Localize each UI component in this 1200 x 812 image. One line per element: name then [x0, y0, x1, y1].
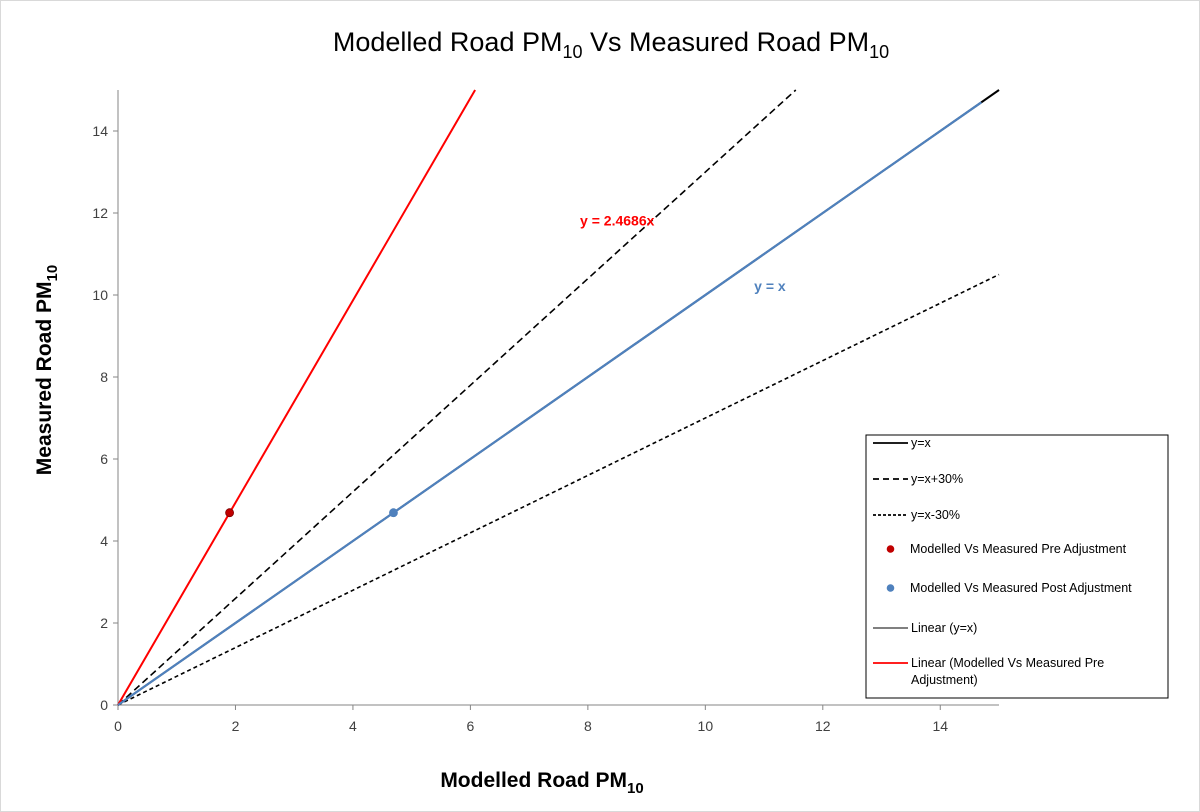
plot-area	[117, 89, 1000, 706]
chart-title-sub: 10	[562, 42, 582, 62]
y-tick-label: 4	[100, 533, 108, 549]
chart-title: Modelled Road PM10 Vs Measured Road PM10	[333, 27, 889, 62]
series-line-y-x-30	[117, 89, 797, 706]
equation-label-identity: y = x	[754, 278, 786, 294]
y-axis-title: Measured Road PM10	[33, 265, 61, 475]
x-tick-label: 14	[932, 718, 948, 734]
legend-key-marker	[886, 584, 895, 592]
legend-label: Linear (Modelled Vs Measured Pre	[911, 656, 1104, 670]
chart-title-sub2: 10	[869, 42, 889, 62]
x-axis-title-main: Modelled Road PM	[440, 769, 627, 792]
equation-label-pre: y = 2.4686x	[580, 212, 655, 228]
chart-title-mid: Vs Measured Road PM	[583, 27, 870, 57]
axes: 0 2 4 6 8 10 12 14 0 2 4 6 8 10 12 14	[92, 90, 999, 734]
x-tick-label: 0	[114, 718, 122, 734]
series-line-linear-modelled-vs-measured-pre-adjustment	[117, 89, 476, 706]
legend-label: Linear (y=x)	[911, 621, 977, 635]
annotations: y = 2.4686x y = x	[580, 212, 786, 294]
post-adjustment-trendline	[117, 101, 983, 706]
data-point-post-adjustment	[389, 508, 398, 518]
legend-label: Modelled Vs Measured Post Adjustment	[910, 581, 1132, 595]
legend-label: y=x+30%	[911, 472, 963, 486]
x-tick-label: 4	[349, 718, 357, 734]
y-tick-label: 6	[100, 451, 108, 467]
legend-label: Adjustment)	[911, 673, 978, 687]
series-line-y-x-30	[117, 273, 1000, 706]
x-axis-title-sub: 10	[627, 780, 644, 797]
legend-label: y=x	[911, 436, 932, 450]
x-tick-label: 6	[467, 718, 475, 734]
legend-label: Modelled Vs Measured Pre Adjustment	[910, 542, 1127, 556]
y-tick-label: 0	[100, 697, 108, 713]
y-axis-title-sub: 10	[44, 265, 61, 282]
y-tick-label: 10	[92, 287, 108, 303]
y-tick-label: 2	[100, 615, 108, 631]
x-tick-label: 12	[815, 718, 831, 734]
chart-title-main: Modelled Road PM	[333, 27, 563, 57]
legend-key-marker	[886, 545, 895, 553]
x-tick-label: 2	[232, 718, 240, 734]
y-axis-title-main: Measured Road PM	[33, 281, 56, 475]
y-tick-label: 8	[100, 369, 108, 385]
legend-box	[865, 434, 1169, 699]
legend: y=x y=x+30% y=x-30% Modelled Vs Measured Pr…	[865, 434, 1169, 699]
y-tick-label: 14	[92, 123, 108, 139]
x-tick-label: 8	[584, 718, 592, 734]
y-tick-label: 12	[92, 205, 108, 221]
legend-label: y=x-30%	[911, 508, 960, 522]
data-point-pre-adjustment	[225, 508, 234, 518]
x-axis-title: Modelled Road PM10	[440, 769, 643, 797]
x-tick-label: 10	[698, 718, 714, 734]
